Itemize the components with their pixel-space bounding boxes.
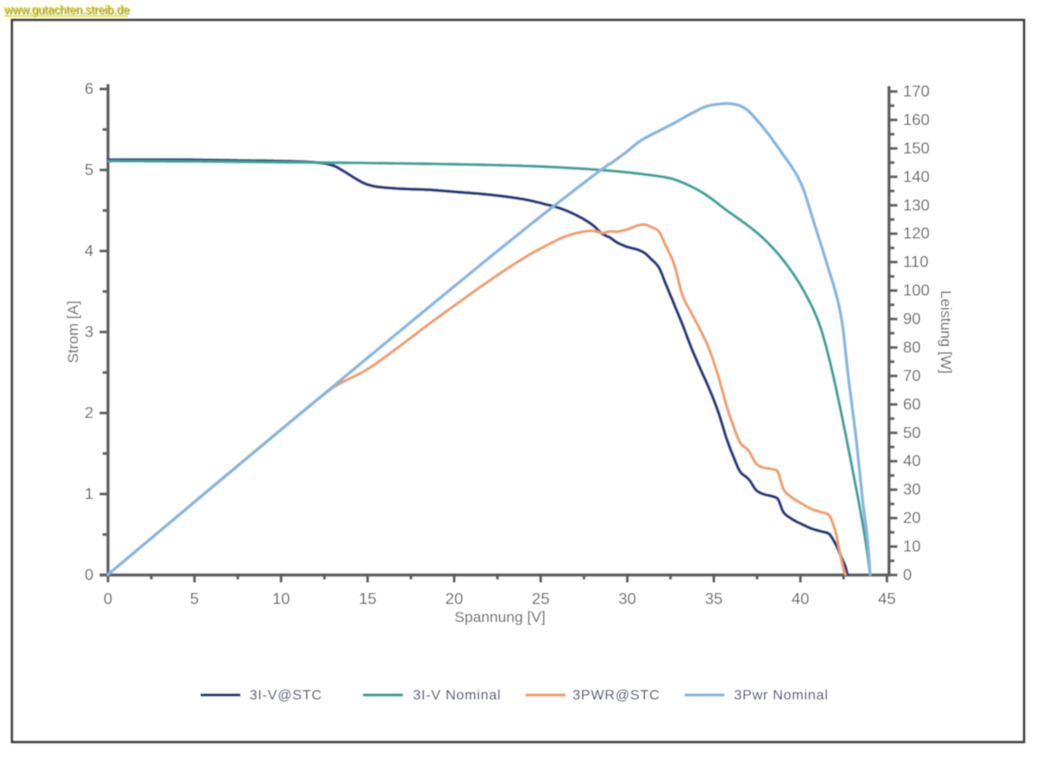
svg-text:40: 40 [903,453,921,470]
svg-text:20: 20 [445,591,463,608]
svg-text:30: 30 [618,591,636,608]
svg-text:3PWR@STC: 3PWR@STC [573,687,660,703]
svg-text:3I-V@STC: 3I-V@STC [250,687,323,703]
svg-text:3Pwr Nominal: 3Pwr Nominal [734,687,828,703]
svg-text:0: 0 [903,567,912,584]
svg-text:45: 45 [878,591,896,608]
svg-text:60: 60 [903,396,921,413]
svg-text:0: 0 [104,591,113,608]
svg-text:Strom [A]: Strom [A] [65,301,82,364]
svg-text:0: 0 [85,567,94,584]
svg-text:3: 3 [85,324,94,341]
svg-text:Spannung [V]: Spannung [V] [455,609,546,626]
svg-text:110: 110 [903,254,929,271]
svg-text:www.gutachten.streib.de: www.gutachten.streib.de [3,5,129,17]
svg-text:30: 30 [903,482,921,499]
svg-text:Leistung [W]: Leistung [W] [937,290,954,373]
svg-text:80: 80 [903,340,921,357]
svg-text:25: 25 [532,591,550,608]
svg-text:1: 1 [85,486,94,503]
svg-text:90: 90 [903,311,921,328]
svg-text:130: 130 [903,197,930,214]
svg-text:20: 20 [903,510,921,527]
svg-text:170: 170 [903,84,930,101]
svg-text:2: 2 [85,405,94,422]
svg-text:4: 4 [85,243,94,260]
svg-text:10: 10 [903,539,921,556]
svg-text:35: 35 [705,591,723,608]
svg-text:150: 150 [903,140,930,157]
svg-text:5: 5 [85,162,94,179]
svg-text:100: 100 [903,283,930,300]
svg-text:15: 15 [359,591,377,608]
svg-text:120: 120 [903,226,930,243]
svg-text:70: 70 [903,368,921,385]
svg-text:10: 10 [272,591,290,608]
svg-text:6: 6 [85,81,94,98]
svg-text:5: 5 [190,591,199,608]
svg-text:3I-V Nominal: 3I-V Nominal [413,687,501,703]
svg-text:50: 50 [903,425,921,442]
svg-text:160: 160 [903,112,930,129]
svg-text:140: 140 [903,169,930,186]
svg-text:40: 40 [792,591,810,608]
